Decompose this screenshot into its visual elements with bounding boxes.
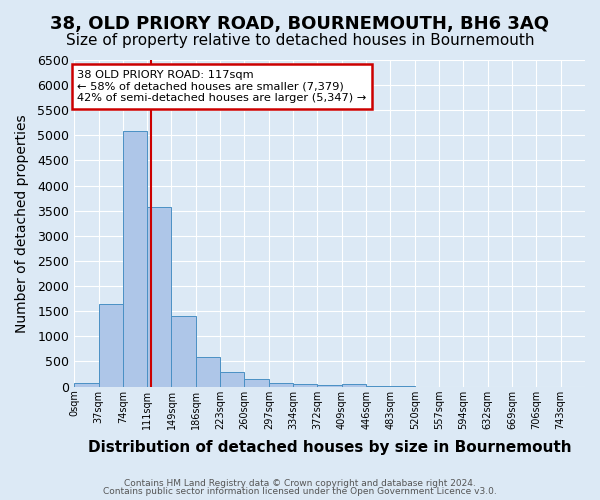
Y-axis label: Number of detached properties: Number of detached properties bbox=[15, 114, 29, 332]
X-axis label: Distribution of detached houses by size in Bournemouth: Distribution of detached houses by size … bbox=[88, 440, 571, 455]
Text: 38 OLD PRIORY ROAD: 117sqm
← 58% of detached houses are smaller (7,379)
42% of s: 38 OLD PRIORY ROAD: 117sqm ← 58% of deta… bbox=[77, 70, 367, 103]
Bar bbox=[123, 132, 147, 386]
Bar bbox=[269, 382, 293, 386]
Text: 38, OLD PRIORY ROAD, BOURNEMOUTH, BH6 3AQ: 38, OLD PRIORY ROAD, BOURNEMOUTH, BH6 3A… bbox=[50, 15, 550, 33]
Text: Contains public sector information licensed under the Open Government Licence v3: Contains public sector information licen… bbox=[103, 487, 497, 496]
Text: Contains HM Land Registry data © Crown copyright and database right 2024.: Contains HM Land Registry data © Crown c… bbox=[124, 478, 476, 488]
Bar bbox=[293, 384, 317, 386]
Bar bbox=[220, 372, 244, 386]
Bar bbox=[98, 304, 123, 386]
Bar bbox=[147, 206, 172, 386]
Bar bbox=[244, 379, 269, 386]
Text: Size of property relative to detached houses in Bournemouth: Size of property relative to detached ho… bbox=[66, 32, 534, 48]
Bar bbox=[342, 384, 366, 386]
Bar bbox=[74, 383, 98, 386]
Bar bbox=[196, 358, 220, 386]
Bar bbox=[172, 316, 196, 386]
Bar bbox=[317, 384, 342, 386]
